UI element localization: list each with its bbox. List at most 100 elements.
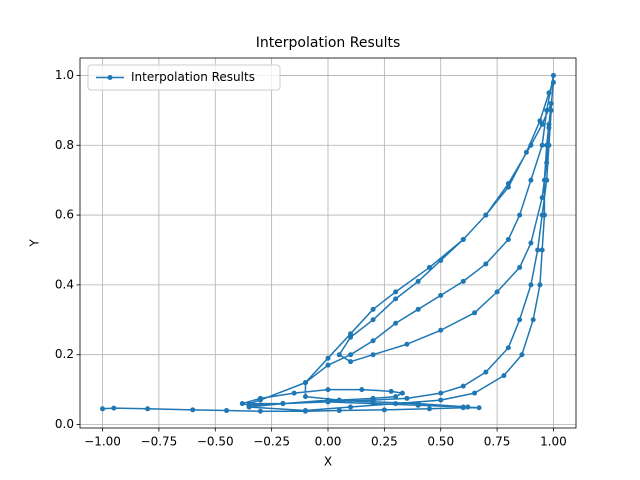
- legend-label: Interpolation Results: [131, 70, 255, 84]
- marker: [370, 306, 376, 312]
- marker: [348, 334, 354, 340]
- marker: [460, 383, 466, 389]
- marker: [528, 282, 534, 288]
- marker: [291, 390, 297, 396]
- marker: [438, 390, 444, 396]
- marker: [546, 125, 552, 131]
- marker: [302, 380, 308, 386]
- x-tick-label: 0.75: [484, 435, 511, 449]
- x-tick-label: 0.50: [427, 435, 454, 449]
- marker: [415, 278, 421, 284]
- marker: [246, 404, 252, 410]
- marker: [359, 387, 365, 393]
- marker: [348, 404, 354, 410]
- marker: [505, 184, 511, 190]
- marker: [393, 289, 399, 295]
- x-axis-label: X: [324, 455, 332, 469]
- marker: [336, 397, 342, 403]
- marker: [537, 282, 543, 288]
- y-tick-label: 1.0: [55, 68, 74, 82]
- marker: [472, 310, 478, 316]
- plot-frame: [79, 57, 577, 429]
- marker: [224, 408, 230, 414]
- marker: [325, 355, 331, 361]
- legend-box: [87, 64, 281, 91]
- marker: [280, 401, 286, 407]
- marker: [501, 373, 507, 379]
- marker: [519, 352, 525, 358]
- marker: [348, 352, 354, 358]
- marker: [370, 399, 376, 405]
- x-tick-label: 0.25: [371, 435, 398, 449]
- marker: [404, 395, 410, 401]
- marker: [415, 306, 421, 312]
- marker: [460, 278, 466, 284]
- marker: [460, 404, 466, 410]
- marker: [494, 289, 500, 295]
- marker: [539, 247, 545, 253]
- marker: [530, 317, 536, 323]
- marker: [246, 401, 252, 407]
- marker: [426, 406, 432, 412]
- marker: [544, 107, 550, 113]
- marker: [505, 345, 511, 351]
- marker: [483, 369, 489, 375]
- marker: [111, 405, 117, 411]
- marker: [404, 341, 410, 347]
- marker: [438, 292, 444, 298]
- marker: [476, 405, 482, 411]
- marker: [472, 390, 478, 396]
- marker: [399, 390, 405, 396]
- marker: [517, 264, 523, 270]
- marker: [370, 352, 376, 358]
- marker: [348, 359, 354, 365]
- x-tick-label: 1.00: [540, 435, 567, 449]
- marker: [539, 195, 545, 201]
- marker: [483, 212, 489, 218]
- marker: [415, 401, 421, 407]
- marker: [325, 397, 331, 403]
- y-tick-label: 0.8: [55, 138, 74, 152]
- marker: [100, 406, 106, 412]
- marker: [523, 149, 529, 155]
- marker: [302, 394, 308, 400]
- marker: [544, 142, 550, 148]
- marker: [302, 408, 308, 414]
- y-tick-label: 0.6: [55, 208, 74, 222]
- marker: [393, 401, 399, 407]
- marker: [438, 327, 444, 333]
- marker: [465, 404, 471, 410]
- marker: [505, 181, 511, 187]
- marker: [438, 397, 444, 403]
- marker: [539, 121, 545, 127]
- marker: [257, 408, 263, 414]
- x-tick-label: −0.25: [253, 435, 290, 449]
- marker: [370, 338, 376, 344]
- marker: [393, 320, 399, 326]
- marker: [548, 100, 554, 106]
- marker: [381, 407, 387, 413]
- y-tick-label: 0.2: [55, 347, 74, 361]
- marker: [544, 160, 550, 166]
- x-tick-label: −1.00: [84, 435, 121, 449]
- marker: [483, 261, 489, 267]
- y-tick-label: 0.4: [55, 277, 74, 291]
- marker: [535, 247, 541, 253]
- marker: [539, 142, 545, 148]
- marker: [528, 240, 534, 246]
- marker: [336, 352, 342, 358]
- marker: [145, 406, 151, 412]
- marker: [393, 296, 399, 302]
- marker: [426, 264, 432, 270]
- marker: [190, 407, 196, 413]
- marker: [257, 397, 263, 403]
- marker: [517, 212, 523, 218]
- marker: [541, 212, 547, 218]
- marker: [528, 142, 534, 148]
- marker: [505, 237, 511, 243]
- marker: [546, 121, 552, 127]
- x-tick-label: 0.00: [315, 435, 342, 449]
- marker: [348, 331, 354, 337]
- marker: [388, 388, 394, 394]
